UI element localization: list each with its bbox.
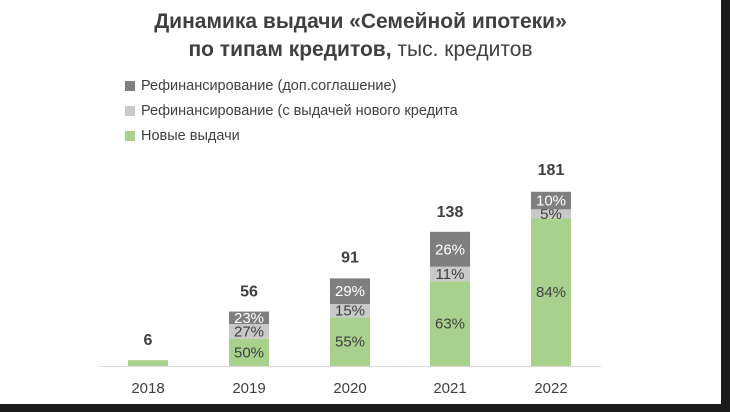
bar-segment-2022-s2	[531, 191, 571, 210]
data-label-2022-s1: 5%	[540, 206, 562, 223]
data-label-2021-s1: 11%	[436, 266, 465, 283]
data-label-2020-s0: 55%	[335, 334, 365, 351]
title-unit: тыс. кредитов	[391, 38, 533, 61]
x-tick-2020: 2020	[333, 380, 366, 397]
x-tick-2022: 2022	[534, 380, 567, 397]
data-label-2020-s2: 29%	[335, 283, 365, 300]
bar-segment-2022-s1	[531, 209, 571, 219]
legend-item-new-issues: Новые выдачи	[125, 127, 240, 145]
legend-swatch-new-issues	[125, 131, 135, 141]
bar-segment-2019-s2	[229, 311, 269, 325]
bar-segment-2022-s0	[531, 218, 571, 366]
x-tick-2021: 2021	[433, 380, 466, 397]
legend-item-refi-supplement: Рефинансирование (доп.соглашение)	[125, 77, 396, 95]
data-label-2021-s2: 26%	[435, 241, 465, 258]
window-edge-right	[721, 0, 730, 412]
legend-swatch-refi-supplement	[125, 81, 135, 91]
stacked-bar-chart: 6 2018 50% 27%23% 56 2019 55% 15% 29% 91 2020 63% 11…	[98, 162, 601, 397]
bar-segment-2019-s0	[229, 338, 269, 366]
bar-segment-2020-s0	[330, 317, 370, 366]
title-line-1: Динамика выдачи «Семейной ипотеки»	[154, 10, 567, 33]
total-label-2021: 138	[437, 204, 464, 221]
total-label-2018: 6	[144, 332, 153, 349]
bar-segment-2021-s1	[430, 266, 470, 282]
title-line-2: по типам кредитов,	[188, 38, 392, 61]
legend-label-refi-new-loan: Рефинансирование (с выдачей нового креди…	[141, 103, 458, 119]
total-label-2019: 56	[240, 284, 258, 301]
data-label-2019-s0: 50%	[234, 344, 264, 361]
data-label-2020-s1: 15%	[335, 303, 365, 320]
x-tick-2018: 2018	[131, 380, 164, 397]
data-label-2019-s2: 23%	[234, 310, 264, 327]
legend-swatch-refi-new-loan	[125, 106, 135, 116]
data-label-2019-s1: 27%	[234, 323, 264, 340]
bar-segment-2021-s2	[430, 231, 470, 267]
x-tick-2019: 2019	[232, 380, 265, 397]
bar-segment-2019-s1	[229, 324, 269, 339]
window-edge-bottom	[0, 404, 730, 412]
bar-segment-2018-s0	[128, 360, 168, 366]
bar-segment-2020-s2	[330, 278, 370, 305]
chart-title: Динамика выдачи «Семейной ипотеки» по ти…	[0, 8, 721, 64]
legend-label-new-issues: Новые выдачи	[141, 128, 240, 144]
legend-label-refi-supplement: Рефинансирование (доп.соглашение)	[141, 78, 397, 94]
data-label-2021-s0: 63%	[435, 316, 465, 333]
legend-item-refi-new-loan: Рефинансирование (с выдачей нового креди…	[125, 102, 458, 120]
bar-segment-2020-s1	[330, 304, 370, 318]
chart-panel: Динамика выдачи «Семейной ипотеки» по ти…	[0, 0, 721, 404]
bar-segment-2021-s0	[430, 281, 470, 366]
total-label-2022: 181	[538, 162, 565, 179]
total-label-2020: 91	[341, 250, 359, 267]
data-label-2022-s0: 84%	[536, 284, 566, 301]
data-label-2022-s2: 10%	[536, 193, 566, 210]
